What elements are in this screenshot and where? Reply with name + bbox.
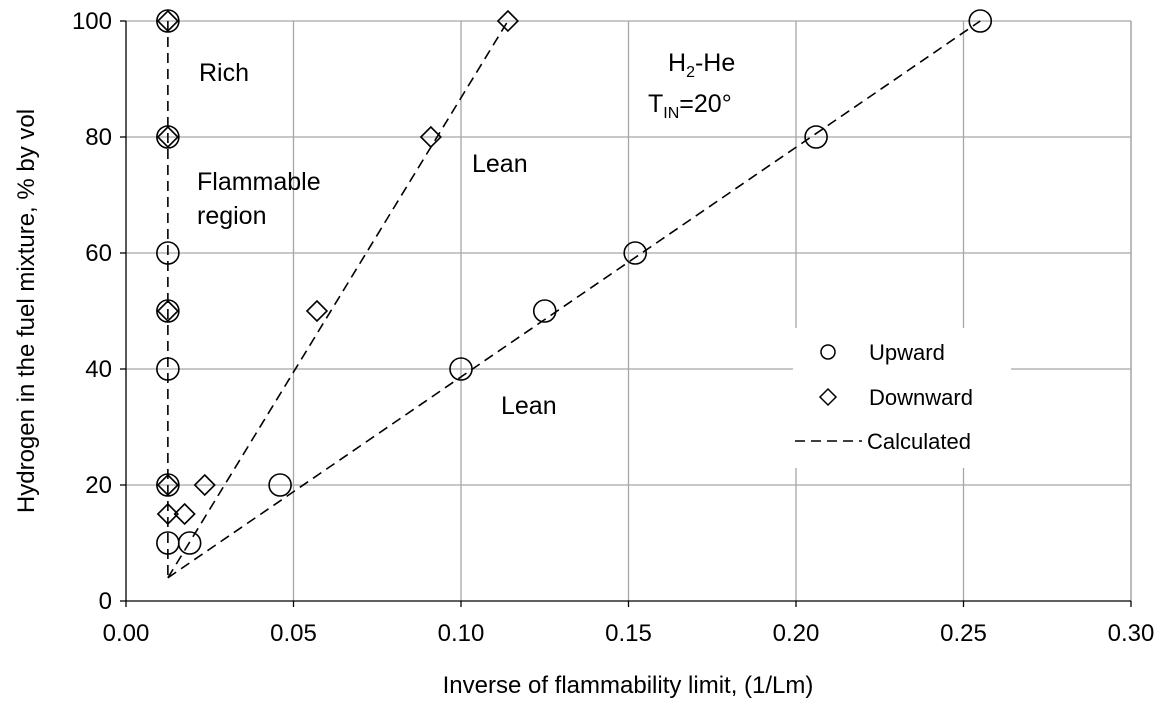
temp-rest: =20° (679, 90, 731, 118)
y-tick-label: 80 (85, 124, 112, 151)
annotation-region: region (197, 202, 267, 230)
y-tick-labels: 0 20 40 60 80 100 (72, 8, 112, 615)
upward-point (177, 531, 202, 555)
annotation-rich: Rich (199, 59, 249, 87)
system-rest: -He (695, 49, 735, 77)
downward-point (305, 299, 329, 323)
y-axis-title: Hydrogen in the fuel mixture, % by vol (13, 109, 40, 513)
upward-point (449, 357, 473, 381)
upward-point (968, 9, 993, 33)
annotation-flammable: Flammable (197, 168, 321, 196)
downward-point (156, 299, 180, 323)
downward-point (156, 473, 180, 497)
downward-point (496, 9, 520, 33)
axes (125, 21, 1131, 602)
annotation-system: H2-He (668, 49, 735, 81)
x-tick-label: 0.25 (940, 620, 987, 647)
upward-point (804, 125, 828, 149)
x-axis-title: Inverse of flammability limit, (1/Lm) (443, 672, 814, 699)
y-tick-label: 100 (72, 8, 112, 35)
annotation-lean-upper: Lean (472, 150, 528, 178)
downward-point (193, 473, 216, 497)
data-markers (156, 9, 993, 555)
legend: Upward Downward Calculated (793, 328, 1011, 468)
downward-point (156, 502, 180, 526)
calculated-lines (167, 20, 981, 579)
x-tick-label: 0.10 (438, 620, 485, 647)
annotation-lean-lower: Lean (501, 392, 557, 420)
temp-main: T (648, 90, 663, 118)
upward-point (623, 241, 648, 265)
legend-downward-marker (818, 387, 838, 407)
upward-point (532, 299, 557, 323)
y-tick-label: 20 (85, 472, 112, 499)
upward-point (156, 241, 180, 265)
calculated-line (167, 20, 509, 579)
x-tick-label: 0.05 (270, 620, 317, 647)
legend-upward-label: Upward (869, 340, 945, 365)
gridlines (120, 20, 1132, 607)
downward-point (156, 9, 180, 33)
x-tick-label: 0.20 (773, 620, 820, 647)
downward-point (173, 502, 196, 526)
calculated-line (167, 20, 981, 579)
temp-subscript: IN (663, 105, 679, 122)
legend-upward-marker (820, 344, 836, 360)
downward-point (156, 125, 180, 149)
upward-point (156, 357, 180, 381)
annotation-temperature: TIN=20° (648, 90, 732, 122)
x-tick-labels: 0.00 0.05 0.10 0.15 0.20 0.25 0.30 (103, 620, 1155, 647)
legend-calculated-label: Calculated (867, 429, 971, 454)
system-main: H (668, 49, 686, 77)
x-tick-label: 0.30 (1108, 620, 1155, 647)
y-tick-label: 60 (85, 240, 112, 267)
x-tick-label: 0.15 (605, 620, 652, 647)
x-tick-label: 0.00 (103, 620, 150, 647)
upward-point (268, 473, 292, 497)
legend-downward-label: Downward (869, 385, 973, 410)
system-subscript: 2 (686, 64, 695, 81)
y-tick-label: 0 (99, 588, 112, 615)
y-tick-label: 40 (85, 356, 112, 383)
downward-point (419, 125, 442, 149)
